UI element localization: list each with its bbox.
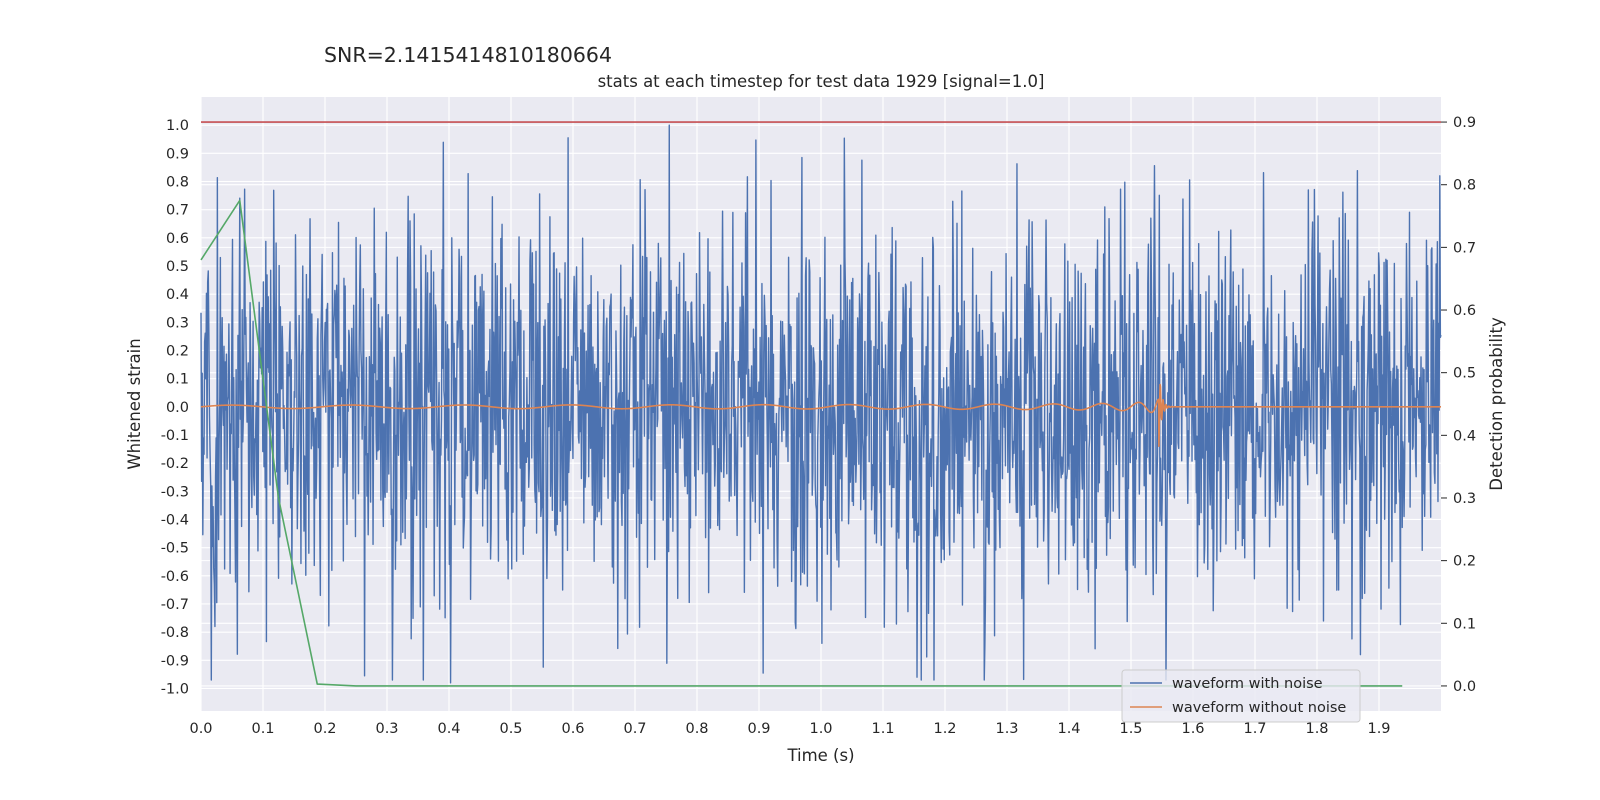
x-tick-label: 1.7	[1243, 721, 1266, 737]
x-tick-label: 0.1	[251, 721, 274, 737]
y-axis-label-right: Detection probability	[1487, 317, 1506, 491]
y-tick-label-left: -0.1	[161, 428, 189, 444]
y-tick-label-left: 0.3	[166, 315, 189, 331]
x-tick-label: 0.6	[561, 721, 584, 737]
x-tick-label: 0.4	[437, 721, 460, 737]
x-tick-label: 1.9	[1367, 721, 1390, 737]
x-tick-label: 1.3	[995, 721, 1018, 737]
y-tick-label-left: 0.8	[166, 174, 189, 190]
legend-label-noisy: waveform with noise	[1172, 676, 1323, 692]
x-tick-label: 0.5	[499, 721, 522, 737]
y-tick-label-left: -0.3	[161, 484, 189, 500]
y-tick-label-left: -1.0	[161, 681, 189, 697]
x-tick-label: 1.0	[809, 721, 832, 737]
y-tick-label-left: -0.7	[161, 597, 189, 613]
y-tick-label-left: 0.2	[166, 343, 189, 359]
series-line-clean	[200, 383, 1442, 448]
x-tick-label: 1.6	[1181, 721, 1204, 737]
y-tick-label-right: 0.1	[1453, 616, 1476, 632]
y-tick-label-left: 0.5	[166, 259, 189, 275]
y-tick-label-left: -0.6	[161, 569, 189, 585]
y-tick-label-left: -0.4	[161, 512, 189, 528]
x-tick-label: 1.5	[1119, 721, 1142, 737]
y-tick-label-left: 0.7	[166, 203, 189, 219]
y-tick-label-left: -0.8	[161, 625, 189, 641]
legend-box	[1121, 669, 1361, 723]
x-tick-label: 0.8	[685, 721, 708, 737]
x-tick-label: 0.3	[375, 721, 398, 737]
x-tick-label: 1.8	[1305, 721, 1328, 737]
y-tick-label-left: -0.2	[161, 456, 189, 472]
tick-labels: 0.0 0.1 0.2 0.3 0.4 0.5 0.6 0.7 0.8 0.9 1.0 1.1 1.2 1…	[161, 115, 1476, 737]
y-tick-label-right: 0.9	[1453, 115, 1476, 131]
chart-title: stats at each timestep for test data 192…	[598, 72, 1045, 91]
y-tick-label-left: 0.0	[166, 400, 189, 416]
x-tick-label: 0.9	[747, 721, 770, 737]
y-tick-label-right: 0.5	[1453, 366, 1476, 382]
y-tick-label-right: 0.0	[1453, 679, 1476, 695]
x-axis-label: Time (s)	[786, 746, 854, 765]
legend: waveform with noise waveform without noi…	[1121, 669, 1361, 723]
y-tick-label-left: 0.6	[166, 231, 189, 247]
y-axis-label-left: Whitened strain	[125, 338, 144, 469]
y-tick-label-right: 0.6	[1453, 303, 1476, 319]
legend-label-clean: waveform without noise	[1172, 700, 1346, 716]
x-tick-label: 1.2	[933, 721, 956, 737]
x-tick-label: 0.7	[623, 721, 646, 737]
y-tick-label-left: 1.0	[166, 118, 189, 134]
y-tick-label-right: 0.3	[1453, 491, 1476, 507]
y-tick-label-right: 0.8	[1453, 178, 1476, 194]
x-tick-label: 1.1	[871, 721, 894, 737]
x-tick-label: 0.2	[313, 721, 336, 737]
y-tick-label-right: 0.7	[1453, 240, 1476, 256]
y-tick-label-left: 0.4	[166, 287, 189, 303]
y-tick-label-left: 0.1	[166, 372, 189, 388]
x-tick-label: 1.4	[1057, 721, 1080, 737]
y-tick-label-left: 0.9	[166, 146, 189, 162]
y-tick-label-right: 0.4	[1453, 428, 1476, 444]
y-tick-label-left: -0.5	[161, 541, 189, 557]
y-tick-label-left: -0.9	[161, 653, 189, 669]
series-line-noisy	[200, 124, 1442, 684]
y-tick-label-right: 0.2	[1453, 554, 1476, 570]
x-tick-label: 0.0	[189, 721, 212, 737]
snr-title: SNR=2.1415414810180664	[324, 43, 612, 67]
